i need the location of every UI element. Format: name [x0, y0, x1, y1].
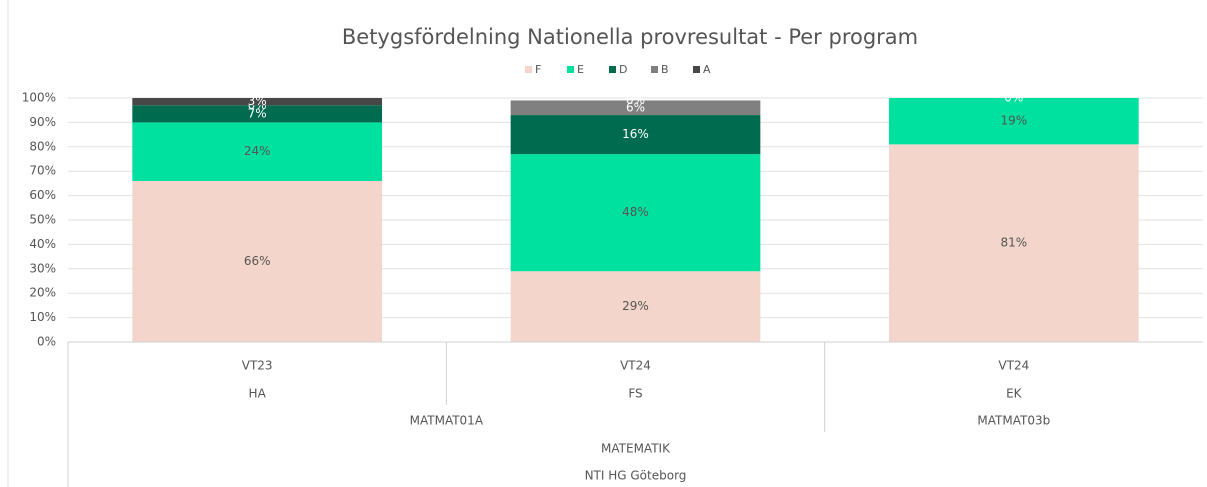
x-subcategory-label: HA: [249, 387, 267, 401]
bar-segment: [132, 180, 383, 342]
x-group-label: MATMAT03b: [977, 414, 1050, 428]
legend-swatch: [609, 66, 616, 73]
legend-label: E: [577, 63, 584, 76]
data-label: 29%: [622, 299, 649, 313]
y-tick-label: 20%: [29, 286, 56, 300]
y-tick-label: 0%: [37, 335, 56, 349]
y-tick-label: 50%: [29, 213, 56, 227]
y-tick-label: 100%: [22, 91, 56, 105]
bar-segment: [510, 115, 761, 155]
bar-segment: [510, 100, 761, 116]
x-tick-label: VT23: [242, 359, 273, 373]
data-label: 0%: [626, 93, 645, 107]
x-tick-label: VT24: [620, 359, 651, 373]
legend-label: B: [661, 63, 669, 76]
bar-segment: [132, 105, 383, 123]
x-tick-label: VT24: [998, 359, 1029, 373]
legend-swatch: [651, 66, 658, 73]
legend-swatch: [567, 66, 574, 73]
y-tick-label: 40%: [29, 237, 56, 251]
bar-segment: [132, 98, 383, 106]
legend-swatch: [525, 66, 532, 73]
y-tick-label: 90%: [29, 115, 56, 129]
data-label: 24%: [244, 144, 271, 158]
data-label: 7%: [248, 106, 267, 120]
y-tick-label: 10%: [29, 310, 56, 324]
legend-label: D: [619, 63, 627, 76]
chart-title: Betygsfördelning Nationella provresultat…: [342, 25, 918, 49]
x-subcategory-label: EK: [1006, 387, 1023, 401]
data-label: 19%: [1000, 114, 1027, 128]
y-tick-label: 30%: [29, 261, 56, 275]
x-group-label: MATMAT01A: [410, 414, 484, 428]
y-tick-label: 70%: [29, 164, 56, 178]
x-supergroup-label: NTI HG Göteborg: [585, 469, 687, 483]
y-tick-label: 60%: [29, 188, 56, 202]
data-label: 48%: [622, 205, 649, 219]
bar-segment: [510, 154, 761, 272]
x-subcategory-label: FS: [628, 387, 642, 401]
data-label: 0%: [1004, 91, 1023, 105]
bar-segment: [510, 271, 761, 342]
bar-segment: [132, 122, 383, 181]
bar-segment: [888, 144, 1139, 342]
bar-segment: [888, 98, 1139, 145]
data-label: 66%: [244, 254, 271, 268]
y-tick-label: 80%: [29, 139, 56, 153]
data-label: 6%: [626, 100, 645, 114]
x-supergroup-label: MATEMATIK: [601, 442, 671, 456]
legend-label: F: [535, 63, 541, 76]
data-label: 3%: [248, 94, 267, 108]
legend-swatch: [693, 66, 700, 73]
data-label: 16%: [622, 127, 649, 141]
legend-label: A: [703, 63, 711, 76]
data-label: 81%: [1000, 236, 1027, 250]
